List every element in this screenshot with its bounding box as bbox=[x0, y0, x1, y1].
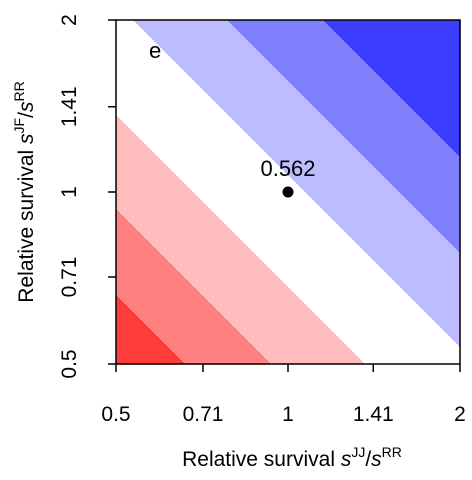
chart: 0.5 0.71 1 1.41 2 0.50.7111.412 e 0.562 Rela… bbox=[0, 0, 472, 480]
